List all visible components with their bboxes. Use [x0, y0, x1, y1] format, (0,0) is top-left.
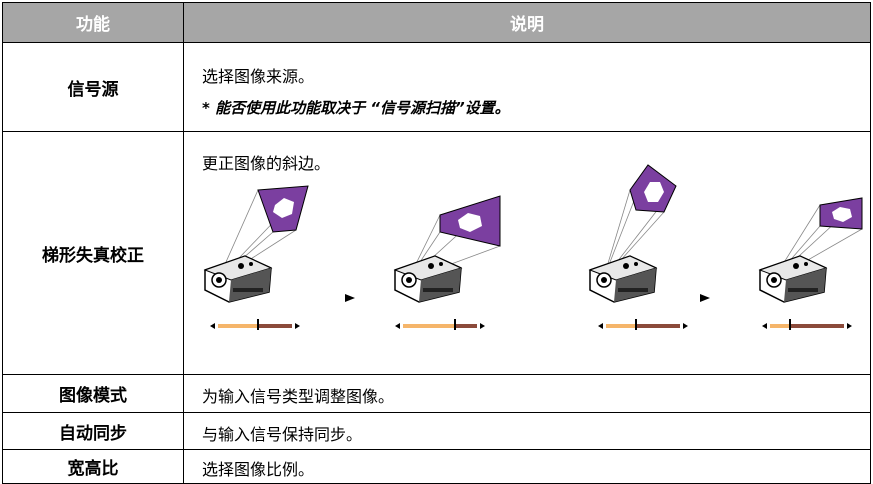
function-name: 信号源	[67, 79, 119, 100]
note-text: * 能否使用此功能取决于 “信号源扫描”设置。	[202, 99, 510, 117]
function-name: 梯形失真校正	[42, 245, 144, 266]
function-cell: 自动同步	[2, 412, 184, 450]
description-text: 更正图像的斜边。	[202, 154, 331, 173]
function-name: 宽高比	[67, 459, 119, 479]
description-text: 与输入信号保持同步。	[202, 425, 363, 444]
description-text: 选择图像来源。	[202, 67, 315, 86]
header-cell: 说明	[183, 2, 871, 43]
description-cell: 更正图像的斜边。	[183, 131, 871, 375]
description-text: 选择图像比例。	[202, 460, 315, 479]
description-cell: 与输入信号保持同步。	[183, 412, 871, 450]
function-cell: 宽高比	[2, 449, 184, 484]
header-text: 功能	[76, 15, 110, 35]
header-cell: 功能	[2, 2, 184, 43]
function-name: 自动同步	[59, 423, 127, 444]
description-cell: 选择图像比例。	[183, 449, 871, 484]
function-cell: 图像模式	[2, 374, 184, 413]
header-text: 说明	[510, 15, 544, 35]
function-name: 图像模式	[59, 386, 127, 406]
function-cell: 信号源	[2, 42, 184, 132]
function-cell: 梯形失真校正	[2, 131, 184, 375]
description-cell: 为输入信号类型调整图像。	[183, 374, 871, 413]
description-cell: 选择图像来源。 * 能否使用此功能取决于 “信号源扫描”设置。	[183, 42, 871, 132]
description-text: 为输入信号类型调整图像。	[202, 387, 395, 406]
